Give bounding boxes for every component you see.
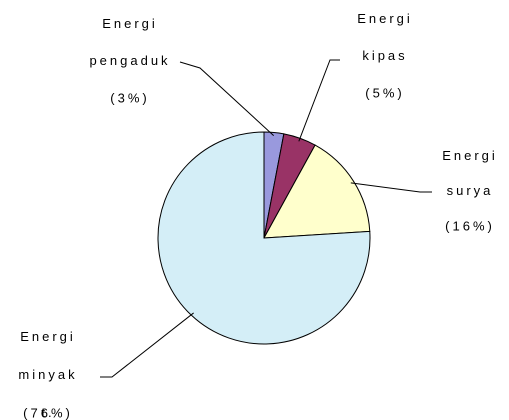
leader-line [350,182,432,193]
label-line: t. [41,405,54,420]
slice-label: Energi kipas [357,11,413,63]
label-line: surya [447,183,494,198]
value-label: (3%) [110,90,149,105]
pie-slice [263,144,371,239]
label-line: Energi [442,148,498,163]
label-line: Energi [357,11,413,26]
value-label: (16%) [445,218,495,233]
label-line: minyak [18,367,77,382]
value-label: (5%) [365,85,404,100]
label-line: pengaduk [89,53,170,68]
value-label: (76%) [23,405,73,420]
slice-label: Energi pengaduk [89,16,170,68]
label-line: Energi [102,16,158,31]
label-line: Energi [20,329,76,344]
leader-line [298,59,340,142]
slice-label: Energi minyak t. [18,329,77,420]
leader-line [100,312,194,378]
label-line: kipas [362,48,407,63]
leader-line [179,61,275,137]
slice-label: Energi surya [442,148,498,198]
